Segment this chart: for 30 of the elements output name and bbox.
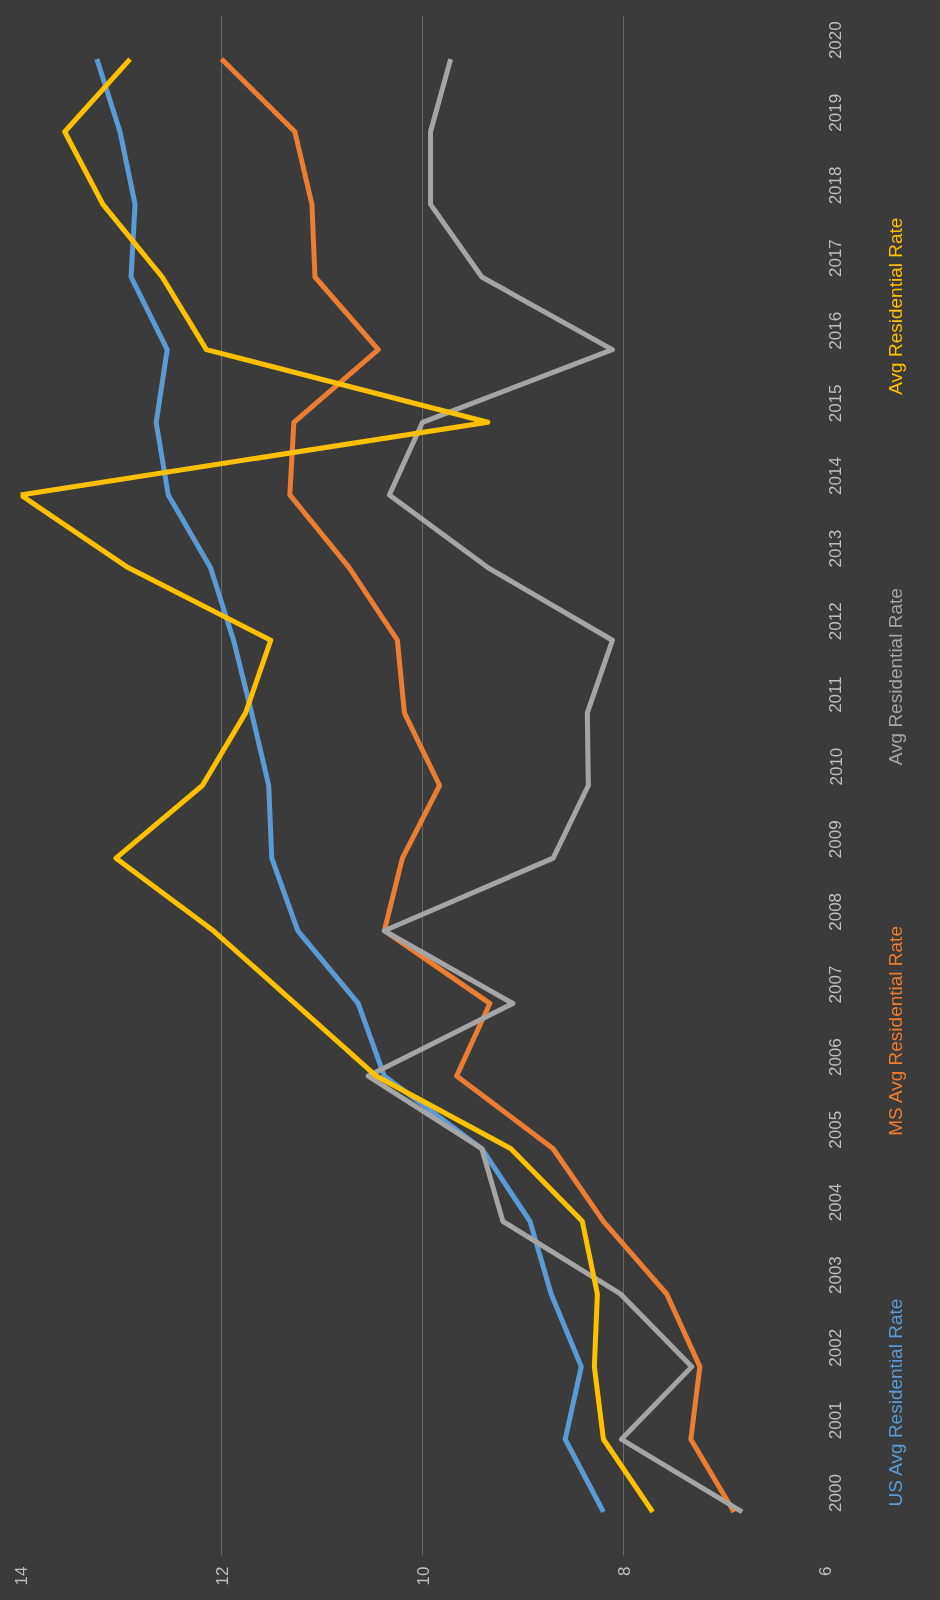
y-tick-label: 2018 (826, 166, 846, 205)
y-tick-label: 2004 (826, 1183, 846, 1222)
x-tick-label: 14 (11, 1566, 31, 1586)
x-tick-label: 6 (815, 1566, 835, 1576)
y-tick-label: 2013 (826, 529, 846, 568)
y-tick-label: 2005 (826, 1110, 846, 1149)
y-tick-label: 2012 (826, 602, 846, 641)
text: Avg Residential Rate (885, 588, 906, 766)
y-tick-label: 2011 (826, 676, 846, 713)
y-tick-label: 2006 (826, 1038, 846, 1077)
y-tick-label: 2008 (826, 892, 846, 931)
y-tick-label: 2010 (826, 747, 846, 786)
x-tick-label: 8 (614, 1566, 634, 1576)
text: MS Avg Residential Rate (885, 926, 906, 1136)
x-tick-label: 12 (212, 1566, 232, 1586)
y-tick-label: 2015 (826, 384, 846, 423)
y-tick-label: 2016 (826, 311, 846, 350)
y-tick-label: 2001 (826, 1401, 846, 1440)
text: US Avg Residential Rate (885, 1298, 906, 1507)
y-tick-label: 2020 (826, 21, 846, 60)
y-tick-label: 2000 (826, 1474, 846, 1512)
x-tick-label: 10 (413, 1566, 433, 1586)
y-tick-label: 2017 (826, 239, 846, 278)
text: Avg Residential Rate (885, 217, 906, 395)
y-tick-label: 2019 (826, 93, 846, 132)
y-tick-label: 2003 (826, 1256, 846, 1294)
y-tick-label: 2014 (826, 457, 846, 495)
y-tick-label: 2002 (826, 1328, 846, 1367)
y-tick-label: 2007 (826, 965, 846, 1004)
y-tick-label: 2009 (826, 820, 846, 859)
